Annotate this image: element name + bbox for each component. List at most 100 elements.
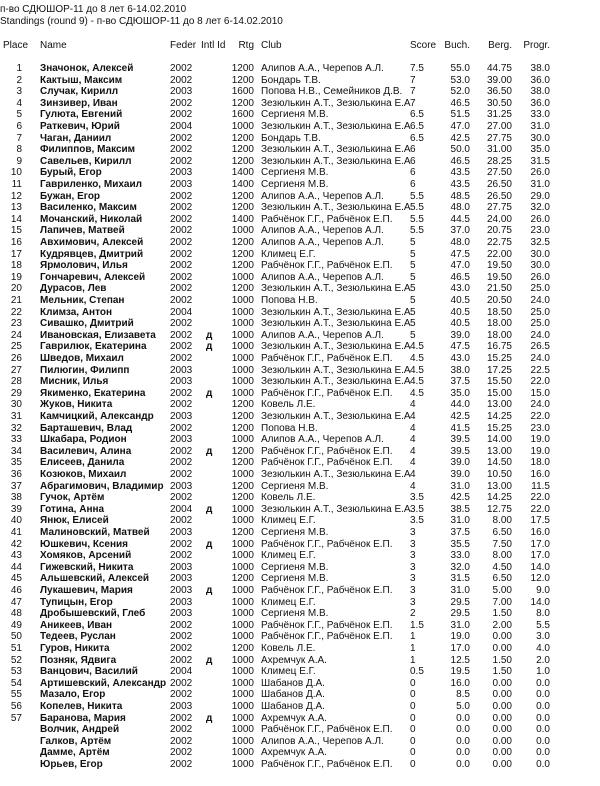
cell-club: Зезюлькин А.Т., Зезюлькина Е.А bbox=[261, 503, 411, 515]
cell-berg: 44.75 bbox=[486, 63, 512, 74]
cell-buch: 42.5 bbox=[450, 132, 470, 144]
cell-name: Значонок, Алексей bbox=[40, 63, 134, 74]
cell-rtg: 1000 bbox=[231, 666, 254, 678]
cell-place: 48 bbox=[10, 608, 22, 620]
cell-place: 28 bbox=[10, 376, 22, 388]
cell-rtg: 1200 bbox=[231, 63, 254, 74]
cell-buch: 43.0 bbox=[450, 283, 470, 295]
cell-club: Рабчёнок Г.Г., Рабчёнок Е.П. bbox=[261, 387, 393, 399]
cell-feder: 2002 bbox=[170, 353, 193, 364]
table-row: 18 Ярмолович, Илья 2002 1200 Рабчёнок Г.Г., … bbox=[0, 260, 600, 272]
cell-name: Гулюта, Евгений bbox=[40, 109, 123, 121]
cell-club: Сергиеня М.В. bbox=[261, 561, 329, 573]
cell-score: 6 bbox=[410, 155, 416, 167]
cell-progr: 26.0 bbox=[530, 271, 550, 283]
cell-rtg: 1000 bbox=[231, 364, 254, 376]
cell-score: 0 bbox=[410, 701, 416, 712]
cell-place: 56 bbox=[10, 701, 22, 712]
cell-progr: 5.5 bbox=[536, 619, 550, 631]
cell-feder: 2002 bbox=[170, 225, 193, 237]
cell-berg: 19.50 bbox=[486, 260, 512, 272]
cell-feder: 2003 bbox=[170, 527, 193, 538]
cell-club: Рабчёнок Г.Г., Рабчёнок Е.П. bbox=[261, 457, 393, 469]
table-row: 28 Мисник, Илья 2003 1000 Зезюлькин А.Т., Зе… bbox=[0, 376, 600, 388]
header-buch: Buch. bbox=[444, 40, 470, 51]
table-row: 9 Савельев, Кирилл 2002 1200 Зезюлькин А.Т.,… bbox=[0, 156, 600, 168]
cell-place: 33 bbox=[10, 434, 22, 446]
cell-name: Галков, Артём bbox=[40, 735, 112, 747]
header-score: Score bbox=[410, 40, 437, 51]
table-row: 49 Аникеев, Иван 2002 1000 Рабчёнок Г.Г., Ра… bbox=[0, 620, 600, 632]
table-row: 16 Авхимович, Алексей 2002 1200 Алипов А.А.,… bbox=[0, 237, 600, 249]
cell-score: 0 bbox=[410, 677, 416, 689]
cell-progr: 18.0 bbox=[530, 457, 550, 469]
cell-club: Рабчёнок Г.Г., Рабчёнок Е.П. bbox=[261, 260, 393, 272]
cell-progr: 26.0 bbox=[530, 213, 550, 225]
cell-intl: д bbox=[206, 654, 213, 666]
cell-score: 3.5 bbox=[410, 492, 424, 504]
cell-place: 11 bbox=[11, 179, 22, 190]
cell-place: 17 bbox=[10, 248, 22, 260]
cell-feder: 2002 bbox=[170, 63, 193, 74]
header-progr: Progr. bbox=[523, 40, 550, 51]
cell-club: Рабчёнок Г.Г., Рабчёнок Е.П. bbox=[261, 585, 393, 596]
cell-club: Зезюлькин А.Т., Зезюлькина Е.А bbox=[261, 155, 411, 167]
cell-score: 5.5 bbox=[410, 202, 424, 214]
cell-feder: 2002 bbox=[170, 341, 193, 353]
cell-buch: 38.0 bbox=[450, 364, 470, 376]
cell-score: 5 bbox=[410, 318, 416, 330]
cell-progr: 4.0 bbox=[536, 643, 550, 654]
table-row: 36 Козюков, Михаил 2002 1000 Зезюлькин А.Т.,… bbox=[0, 469, 600, 481]
cell-score: 1 bbox=[410, 631, 416, 643]
cell-berg: 0.00 bbox=[492, 747, 512, 759]
table-row: 29 Якименко, Екатерина 2002 д 1000 Рабчёнок Г… bbox=[0, 388, 600, 400]
cell-progr: 25.0 bbox=[530, 318, 550, 330]
cell-club: Климец Е.Г. bbox=[261, 550, 316, 562]
cell-feder: 2002 bbox=[170, 271, 193, 283]
cell-feder: 2003 bbox=[170, 179, 193, 190]
cell-progr: 11.5 bbox=[531, 480, 550, 492]
cell-name: Гавриленко, Михаил bbox=[40, 179, 142, 190]
table-row: 50 Тедеев, Руслан 2002 1000 Рабчёнок Г.Г., Р… bbox=[0, 631, 600, 643]
cell-club: Сергиеня М.В. bbox=[261, 480, 329, 492]
cell-rtg: 1400 bbox=[231, 167, 254, 179]
cell-score: 4.5 bbox=[410, 341, 424, 353]
table-row: 35 Елисеев, Данила 2002 1200 Рабчёнок Г.Г., … bbox=[0, 457, 600, 469]
cell-rtg: 1000 bbox=[231, 712, 254, 724]
cell-buch: 37.0 bbox=[450, 225, 470, 237]
cell-rtg: 1200 bbox=[231, 190, 254, 202]
table-row: 23 Сивашко, Дмитрий 2002 1000 Зезюлькин А.Т.… bbox=[0, 318, 600, 330]
cell-intl: д bbox=[206, 341, 213, 353]
cell-rtg: 1000 bbox=[231, 677, 254, 689]
cell-buch: 42.5 bbox=[450, 492, 470, 504]
cell-place: 9 bbox=[16, 155, 22, 167]
header-club: Club bbox=[261, 40, 282, 51]
table-row: 1 Значонок, Алексей 2002 1200 Алипов А.А., Ч… bbox=[0, 63, 600, 75]
cell-berg: 14.00 bbox=[486, 434, 512, 446]
cell-berg: 10.50 bbox=[486, 469, 512, 480]
cell-name: Шведов, Михаил bbox=[40, 353, 124, 364]
cell-berg: 19.50 bbox=[486, 271, 512, 283]
table-row: 30 Жуков, Никита 2002 1200 Ковель Л.Е. 4 44.0 1… bbox=[0, 399, 600, 411]
cell-place: 30 bbox=[10, 399, 22, 411]
cell-progr: 30.0 bbox=[530, 260, 550, 272]
cell-rtg: 1000 bbox=[231, 318, 254, 330]
cell-berg: 7.00 bbox=[492, 596, 512, 608]
cell-rtg: 1200 bbox=[231, 260, 254, 272]
cell-club: Климец Е.Г. bbox=[261, 596, 316, 608]
cell-feder: 2002 bbox=[170, 422, 193, 434]
cell-feder: 2002 bbox=[170, 445, 193, 457]
cell-feder: 2002 bbox=[170, 689, 193, 701]
cell-feder: 2002 bbox=[170, 132, 193, 144]
cell-place: 31 bbox=[10, 411, 22, 422]
cell-berg: 14.25 bbox=[486, 411, 512, 422]
cell-progr: 32.0 bbox=[530, 202, 550, 214]
cell-progr: 36.0 bbox=[530, 97, 550, 109]
cell-name: Тедеев, Руслан bbox=[40, 631, 116, 643]
cell-score: 6.5 bbox=[410, 132, 424, 144]
cell-name: Тупицын, Егор bbox=[40, 596, 113, 608]
cell-progr: 8.0 bbox=[536, 608, 550, 620]
cell-buch: 0.0 bbox=[456, 712, 470, 724]
table-row: 17 Кудрявцев, Дмитрий 2002 1200 Климец Е.Г. 5… bbox=[0, 249, 600, 261]
cell-berg: 16.75 bbox=[486, 341, 512, 353]
